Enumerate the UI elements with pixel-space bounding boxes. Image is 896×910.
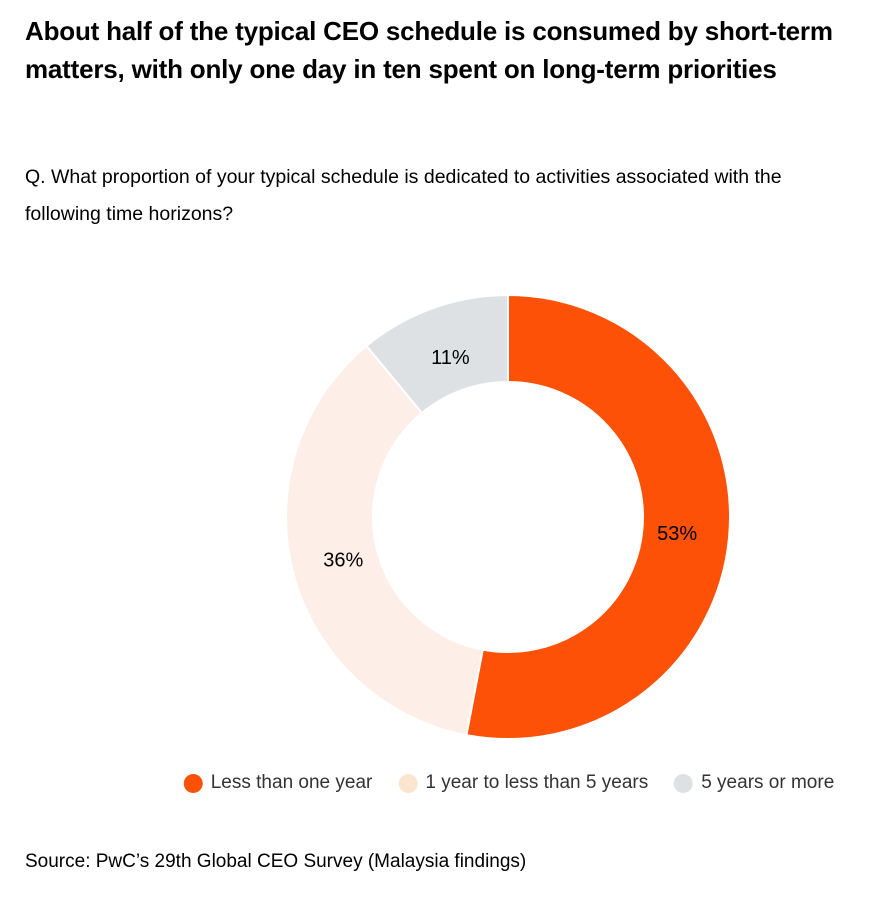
donut-segment [465,293,731,740]
legend-swatch-icon [398,773,418,793]
donut-segment [365,293,509,415]
legend-label: 1 year to less than 5 years [425,772,649,793]
donut-chart: 53% 36% 11% [285,293,731,740]
source-note: Source: PwC’s 29th Global CEO Survey (Ma… [25,851,527,872]
legend-swatch-icon [674,773,694,793]
legend-item: 5 years or more [674,772,834,794]
segment-value-label: 11% [431,347,470,369]
chart-title: About half of the typical CEO schedule i… [25,16,833,84]
legend-swatch-icon [183,773,203,793]
chart-legend: Less than one year 1 year to less than 5 … [183,772,834,794]
legend-label: Less than one year [210,772,373,793]
donut-segment [285,344,484,737]
chart-question: Q. What proportion of your typical sched… [25,166,782,225]
legend-item: Less than one year [183,772,373,794]
segment-value-label: 36% [323,549,363,571]
legend-label: 5 years or more [701,772,835,793]
segment-value-label: 53% [657,523,697,545]
legend-item: 1 year to less than 5 years [398,772,648,794]
